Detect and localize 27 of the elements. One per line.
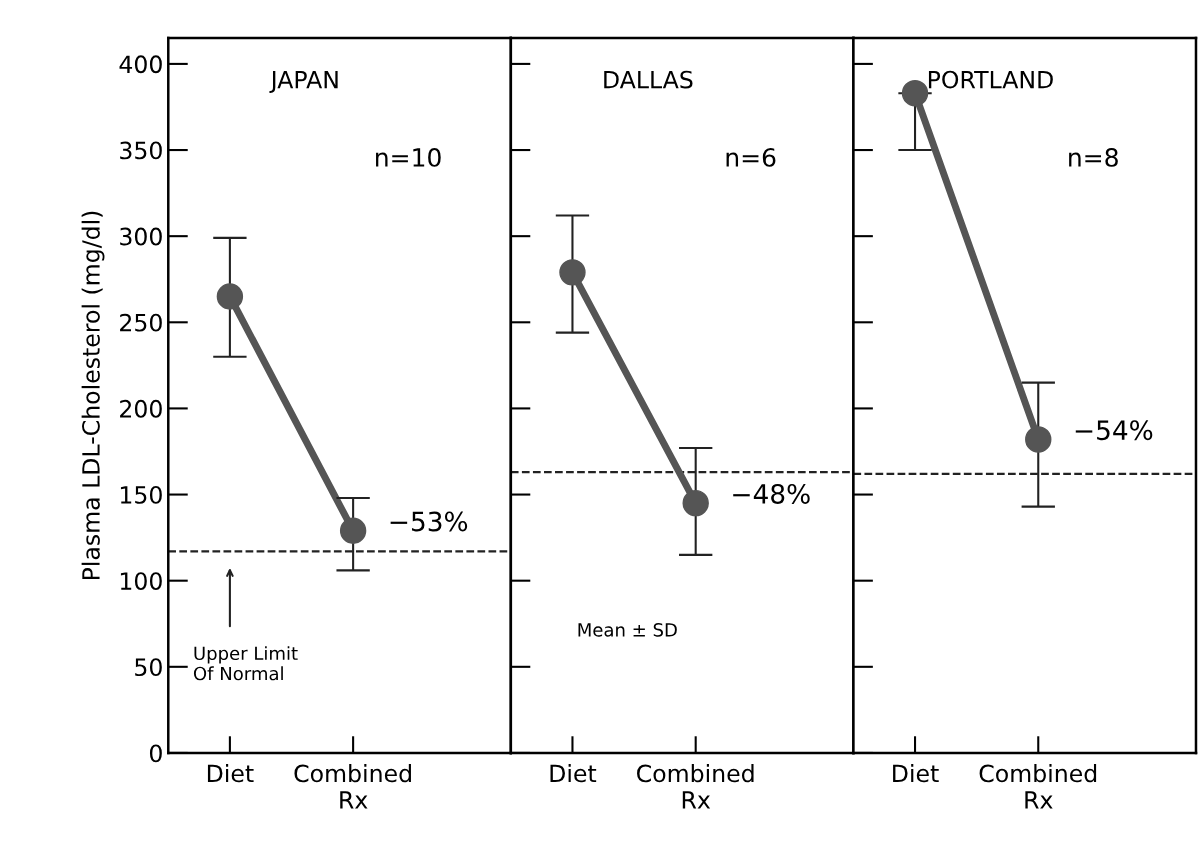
x-tick-label: Diet	[893, 764, 939, 783]
y-tick-label: 150	[120, 486, 162, 504]
y-axis-title: Plasma LDL-Cholesterol (mg/dl)	[81, 211, 105, 580]
y-tick-label: 350	[120, 141, 162, 160]
ref-line-label: Upper Limit Of Normal	[193, 646, 298, 681]
x-tick-label: Combined Rx	[979, 764, 1097, 809]
x-tick-label: Combined Rx	[637, 764, 754, 809]
x-tick-label: Combined Rx	[294, 764, 411, 809]
annotation: n=10	[376, 147, 441, 167]
text: DALLAS	[604, 70, 693, 89]
annotation: −54%	[1075, 420, 1153, 441]
annotation: −53%	[390, 511, 468, 532]
x-tick-label: Diet	[207, 764, 254, 783]
x-tick-label: Diet	[550, 764, 597, 783]
y-tick-label: 100	[120, 572, 162, 590]
y-tick-label: 400	[119, 55, 162, 74]
y-tick-label: 250	[120, 313, 162, 332]
y-tick-label: 50	[135, 658, 162, 677]
y-tick-label: 0	[149, 744, 162, 763]
y-tick-label: 200	[120, 399, 162, 418]
text: JAPAN	[269, 70, 338, 93]
y-tick-label: 300	[120, 227, 162, 246]
text: PORTLAND	[928, 70, 1053, 89]
annotation: n=8	[1069, 147, 1118, 167]
annotation: −48%	[733, 483, 810, 504]
annotation: Mean ± SD	[578, 622, 677, 637]
annotation: n=6	[726, 147, 776, 167]
